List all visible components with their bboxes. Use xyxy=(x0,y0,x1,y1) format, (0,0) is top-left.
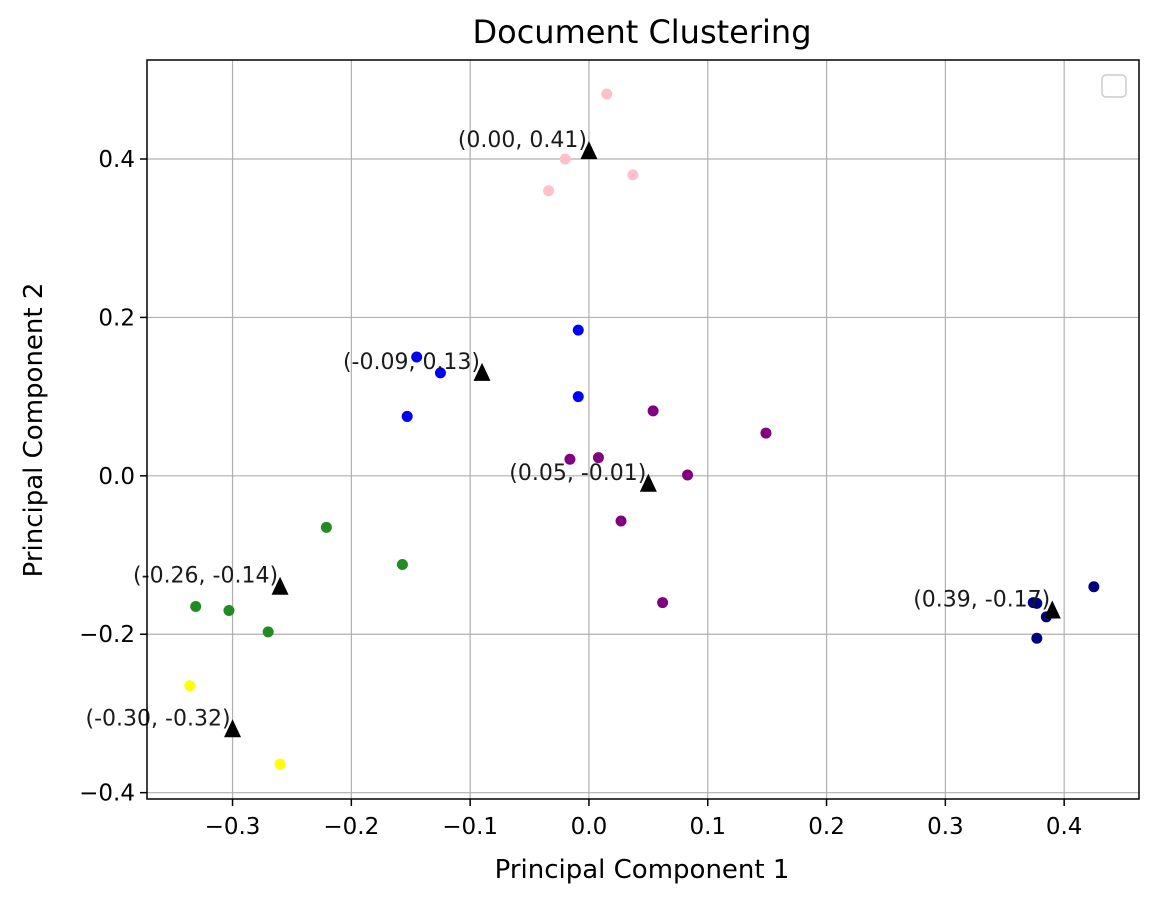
centroid-annotations: (0.00, 0.41) (-0.09, 0.13) (0.05, -0.01) (-… xyxy=(86,128,1051,731)
centroid-label: (0.00, 0.41) xyxy=(458,128,587,153)
y-tick-label: 0.4 xyxy=(98,147,135,173)
data-point xyxy=(592,452,604,464)
centroid-markers xyxy=(224,141,1061,738)
data-point xyxy=(401,410,413,422)
data-point xyxy=(760,427,772,439)
centroid-marker xyxy=(1043,600,1061,619)
data-point xyxy=(1088,581,1100,593)
data-points xyxy=(184,88,1100,770)
x-tick-label: 0.4 xyxy=(1046,814,1083,840)
centroid-label: (0.05, -0.01) xyxy=(509,461,646,486)
data-point xyxy=(184,680,196,692)
data-point xyxy=(1031,597,1043,609)
centroid-label: (-0.30, -0.32) xyxy=(86,706,231,731)
centroid-label: (0.39, -0.17) xyxy=(913,587,1050,612)
data-point xyxy=(601,88,613,100)
centroid-marker xyxy=(224,719,242,738)
centroid-label: (-0.09, 0.13) xyxy=(343,350,480,375)
data-point xyxy=(615,515,627,527)
data-point xyxy=(396,559,408,571)
x-axis-ticks: −0.3 −0.2 −0.1 0.0 0.1 0.2 0.3 0.4 xyxy=(205,799,1083,840)
data-point xyxy=(543,185,555,197)
x-tick-label: 0.1 xyxy=(689,814,726,840)
x-tick-label: −0.2 xyxy=(323,814,379,840)
data-point xyxy=(657,597,669,609)
data-point xyxy=(190,601,202,613)
centroid-label: (-0.26, -0.14) xyxy=(133,564,278,589)
plot-frame xyxy=(146,59,1140,800)
x-tick-label: −0.1 xyxy=(442,814,498,840)
grid-lines xyxy=(147,60,1139,799)
centroid-marker xyxy=(639,473,657,492)
y-tick-label: −0.4 xyxy=(79,781,135,807)
x-tick-label: 0.3 xyxy=(927,814,964,840)
data-point xyxy=(223,604,235,616)
centroid-marker xyxy=(473,362,491,381)
data-point xyxy=(320,521,332,533)
data-point xyxy=(572,324,584,336)
x-tick-label: −0.3 xyxy=(205,814,261,840)
y-tick-label: 0.0 xyxy=(98,464,135,490)
data-point xyxy=(627,169,639,181)
data-point xyxy=(434,367,446,379)
data-point xyxy=(559,153,571,165)
data-point xyxy=(647,405,659,417)
data-point xyxy=(564,453,576,465)
x-axis-label: Principal Component 1 xyxy=(495,855,790,885)
data-point xyxy=(1031,632,1043,644)
x-tick-label: 0.0 xyxy=(571,814,608,840)
centroid-marker xyxy=(271,576,289,595)
data-point xyxy=(572,391,584,403)
y-axis-label: Principal Component 2 xyxy=(19,283,49,578)
data-point xyxy=(682,469,694,481)
legend-box xyxy=(1101,74,1127,98)
data-point xyxy=(274,758,286,770)
centroid-marker xyxy=(580,141,598,160)
data-point xyxy=(411,351,423,363)
data-point xyxy=(262,626,274,638)
y-tick-label: −0.2 xyxy=(79,622,135,648)
y-tick-label: 0.2 xyxy=(98,305,135,331)
x-tick-label: 0.2 xyxy=(808,814,845,840)
chart-title: Document Clustering xyxy=(472,13,811,51)
y-axis-ticks: −0.4 −0.2 0.0 0.2 0.4 xyxy=(79,147,147,807)
